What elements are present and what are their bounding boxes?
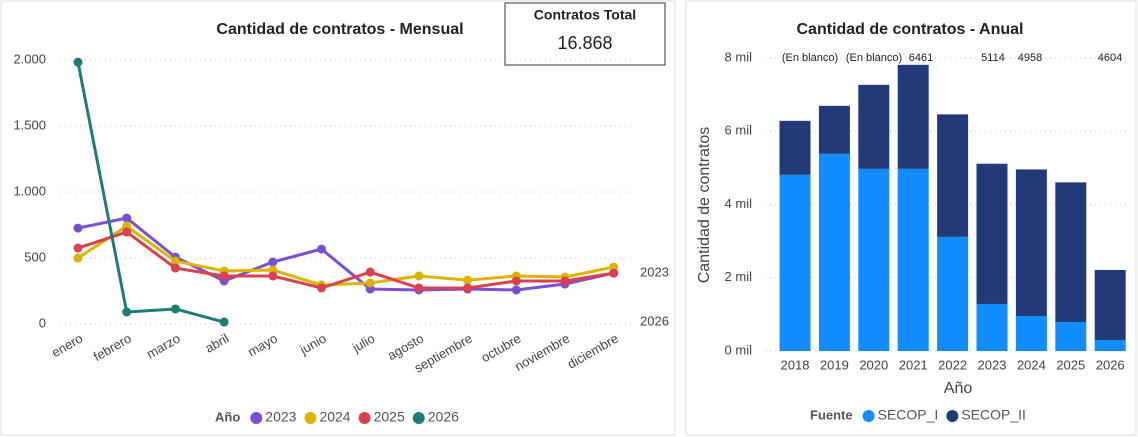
annotation: (En blanco) bbox=[846, 52, 902, 64]
series-line bbox=[77, 224, 615, 287]
y-tick-label: 6 mil bbox=[725, 123, 753, 138]
legend-marker bbox=[412, 412, 425, 424]
point bbox=[365, 267, 375, 277]
point bbox=[511, 276, 521, 286]
point bbox=[73, 253, 83, 263]
point bbox=[317, 244, 326, 254]
bar-segment bbox=[779, 120, 811, 175]
annotation: 4604 bbox=[1098, 52, 1122, 64]
point bbox=[73, 243, 83, 253]
x-tick-label: 2021 bbox=[899, 357, 928, 372]
legend-marker bbox=[946, 410, 959, 422]
legend-marker bbox=[304, 412, 317, 424]
bar-segment bbox=[818, 153, 850, 351]
series-line bbox=[77, 230, 614, 290]
point bbox=[317, 283, 326, 293]
point bbox=[122, 307, 132, 317]
annotation: (En blanco) bbox=[782, 52, 838, 64]
legend-label: 2023 bbox=[265, 409, 296, 425]
point bbox=[414, 271, 424, 281]
point bbox=[170, 263, 180, 273]
legend-label: 2025 bbox=[374, 409, 405, 425]
series-end-label: 2023 bbox=[640, 265, 669, 280]
bar-segment bbox=[1094, 269, 1126, 341]
point bbox=[73, 223, 83, 233]
y-tick-label: 500 bbox=[24, 249, 46, 264]
point bbox=[511, 285, 521, 295]
x-tick-label: 2026 bbox=[1096, 357, 1125, 372]
series-line bbox=[76, 61, 225, 324]
legend-title: Año bbox=[215, 409, 240, 424]
legend-label: SECOP_II bbox=[961, 407, 1026, 423]
point bbox=[414, 283, 424, 293]
bar-segment bbox=[1055, 182, 1087, 322]
bar-segment bbox=[976, 163, 1008, 304]
point bbox=[219, 317, 229, 327]
legend-label: SECOP_I bbox=[878, 407, 939, 423]
bar-segment bbox=[937, 236, 969, 351]
x-tick-label: 2019 bbox=[820, 357, 849, 372]
y-tick-label: 1.500 bbox=[13, 118, 46, 133]
y-tick-label: 8 mil bbox=[725, 49, 753, 64]
x-tick-label: 2020 bbox=[859, 357, 888, 372]
point bbox=[170, 304, 180, 314]
point bbox=[463, 283, 473, 293]
x-tick-label: 2018 bbox=[781, 357, 810, 372]
card-value: 16.868 bbox=[557, 33, 612, 53]
x-tick-label: 2024 bbox=[1017, 357, 1046, 372]
legend-title: Fuente bbox=[810, 407, 853, 422]
card-title: Contratos Total bbox=[534, 7, 636, 23]
y-axis-title: Cantidad de contratos bbox=[696, 127, 713, 284]
annotation: 5114 bbox=[981, 52, 1005, 64]
card bbox=[504, 2, 666, 66]
x-tick-label: 2022 bbox=[938, 357, 967, 372]
bar-segment bbox=[937, 114, 969, 237]
point bbox=[463, 275, 473, 285]
y-tick-label: 0 bbox=[39, 315, 46, 330]
point bbox=[122, 213, 132, 223]
point bbox=[170, 256, 180, 266]
legend-marker bbox=[862, 410, 875, 422]
series-end-label: 2026 bbox=[640, 313, 669, 328]
point bbox=[609, 268, 619, 278]
series-line bbox=[77, 216, 615, 292]
annotation: 6461 bbox=[909, 52, 933, 64]
bar-segment bbox=[897, 64, 929, 169]
legend-label: 2026 bbox=[428, 409, 459, 425]
y-tick-label: 0 mil bbox=[725, 342, 753, 357]
y-tick-label: 2 mil bbox=[725, 269, 753, 284]
y-tick-label: 1.000 bbox=[13, 184, 46, 199]
panel-mensual bbox=[0, 0, 676, 436]
bar-segment bbox=[779, 174, 811, 351]
annotation: 4958 bbox=[1018, 52, 1042, 64]
point bbox=[122, 227, 132, 237]
chart-title: Cantidad de contratos - Anual bbox=[797, 21, 1024, 38]
legend-marker bbox=[250, 412, 263, 424]
bar-segment bbox=[1094, 340, 1126, 351]
x-tick-label: 2023 bbox=[978, 357, 1007, 372]
x-axis-title: Año bbox=[944, 380, 973, 397]
bar-segment bbox=[1055, 321, 1087, 351]
point bbox=[268, 257, 278, 267]
point bbox=[365, 278, 375, 288]
bar-segment bbox=[818, 105, 850, 154]
point bbox=[73, 57, 83, 67]
legend-label: 2024 bbox=[319, 409, 350, 425]
point bbox=[268, 271, 278, 281]
y-tick-label: 2.000 bbox=[13, 52, 46, 67]
bar-segment bbox=[976, 303, 1008, 351]
point bbox=[219, 271, 229, 281]
bar-segment bbox=[858, 168, 890, 351]
bar-segment bbox=[1015, 315, 1047, 351]
x-tick-label: 2025 bbox=[1056, 357, 1085, 372]
point bbox=[560, 276, 570, 286]
bar-segment bbox=[1015, 169, 1047, 316]
bar-segment bbox=[858, 84, 890, 169]
legend-marker bbox=[358, 412, 371, 424]
bar-segment bbox=[897, 168, 929, 351]
chart-title: Cantidad de contratos - Mensual bbox=[216, 21, 463, 38]
y-tick-label: 4 mil bbox=[725, 196, 753, 211]
